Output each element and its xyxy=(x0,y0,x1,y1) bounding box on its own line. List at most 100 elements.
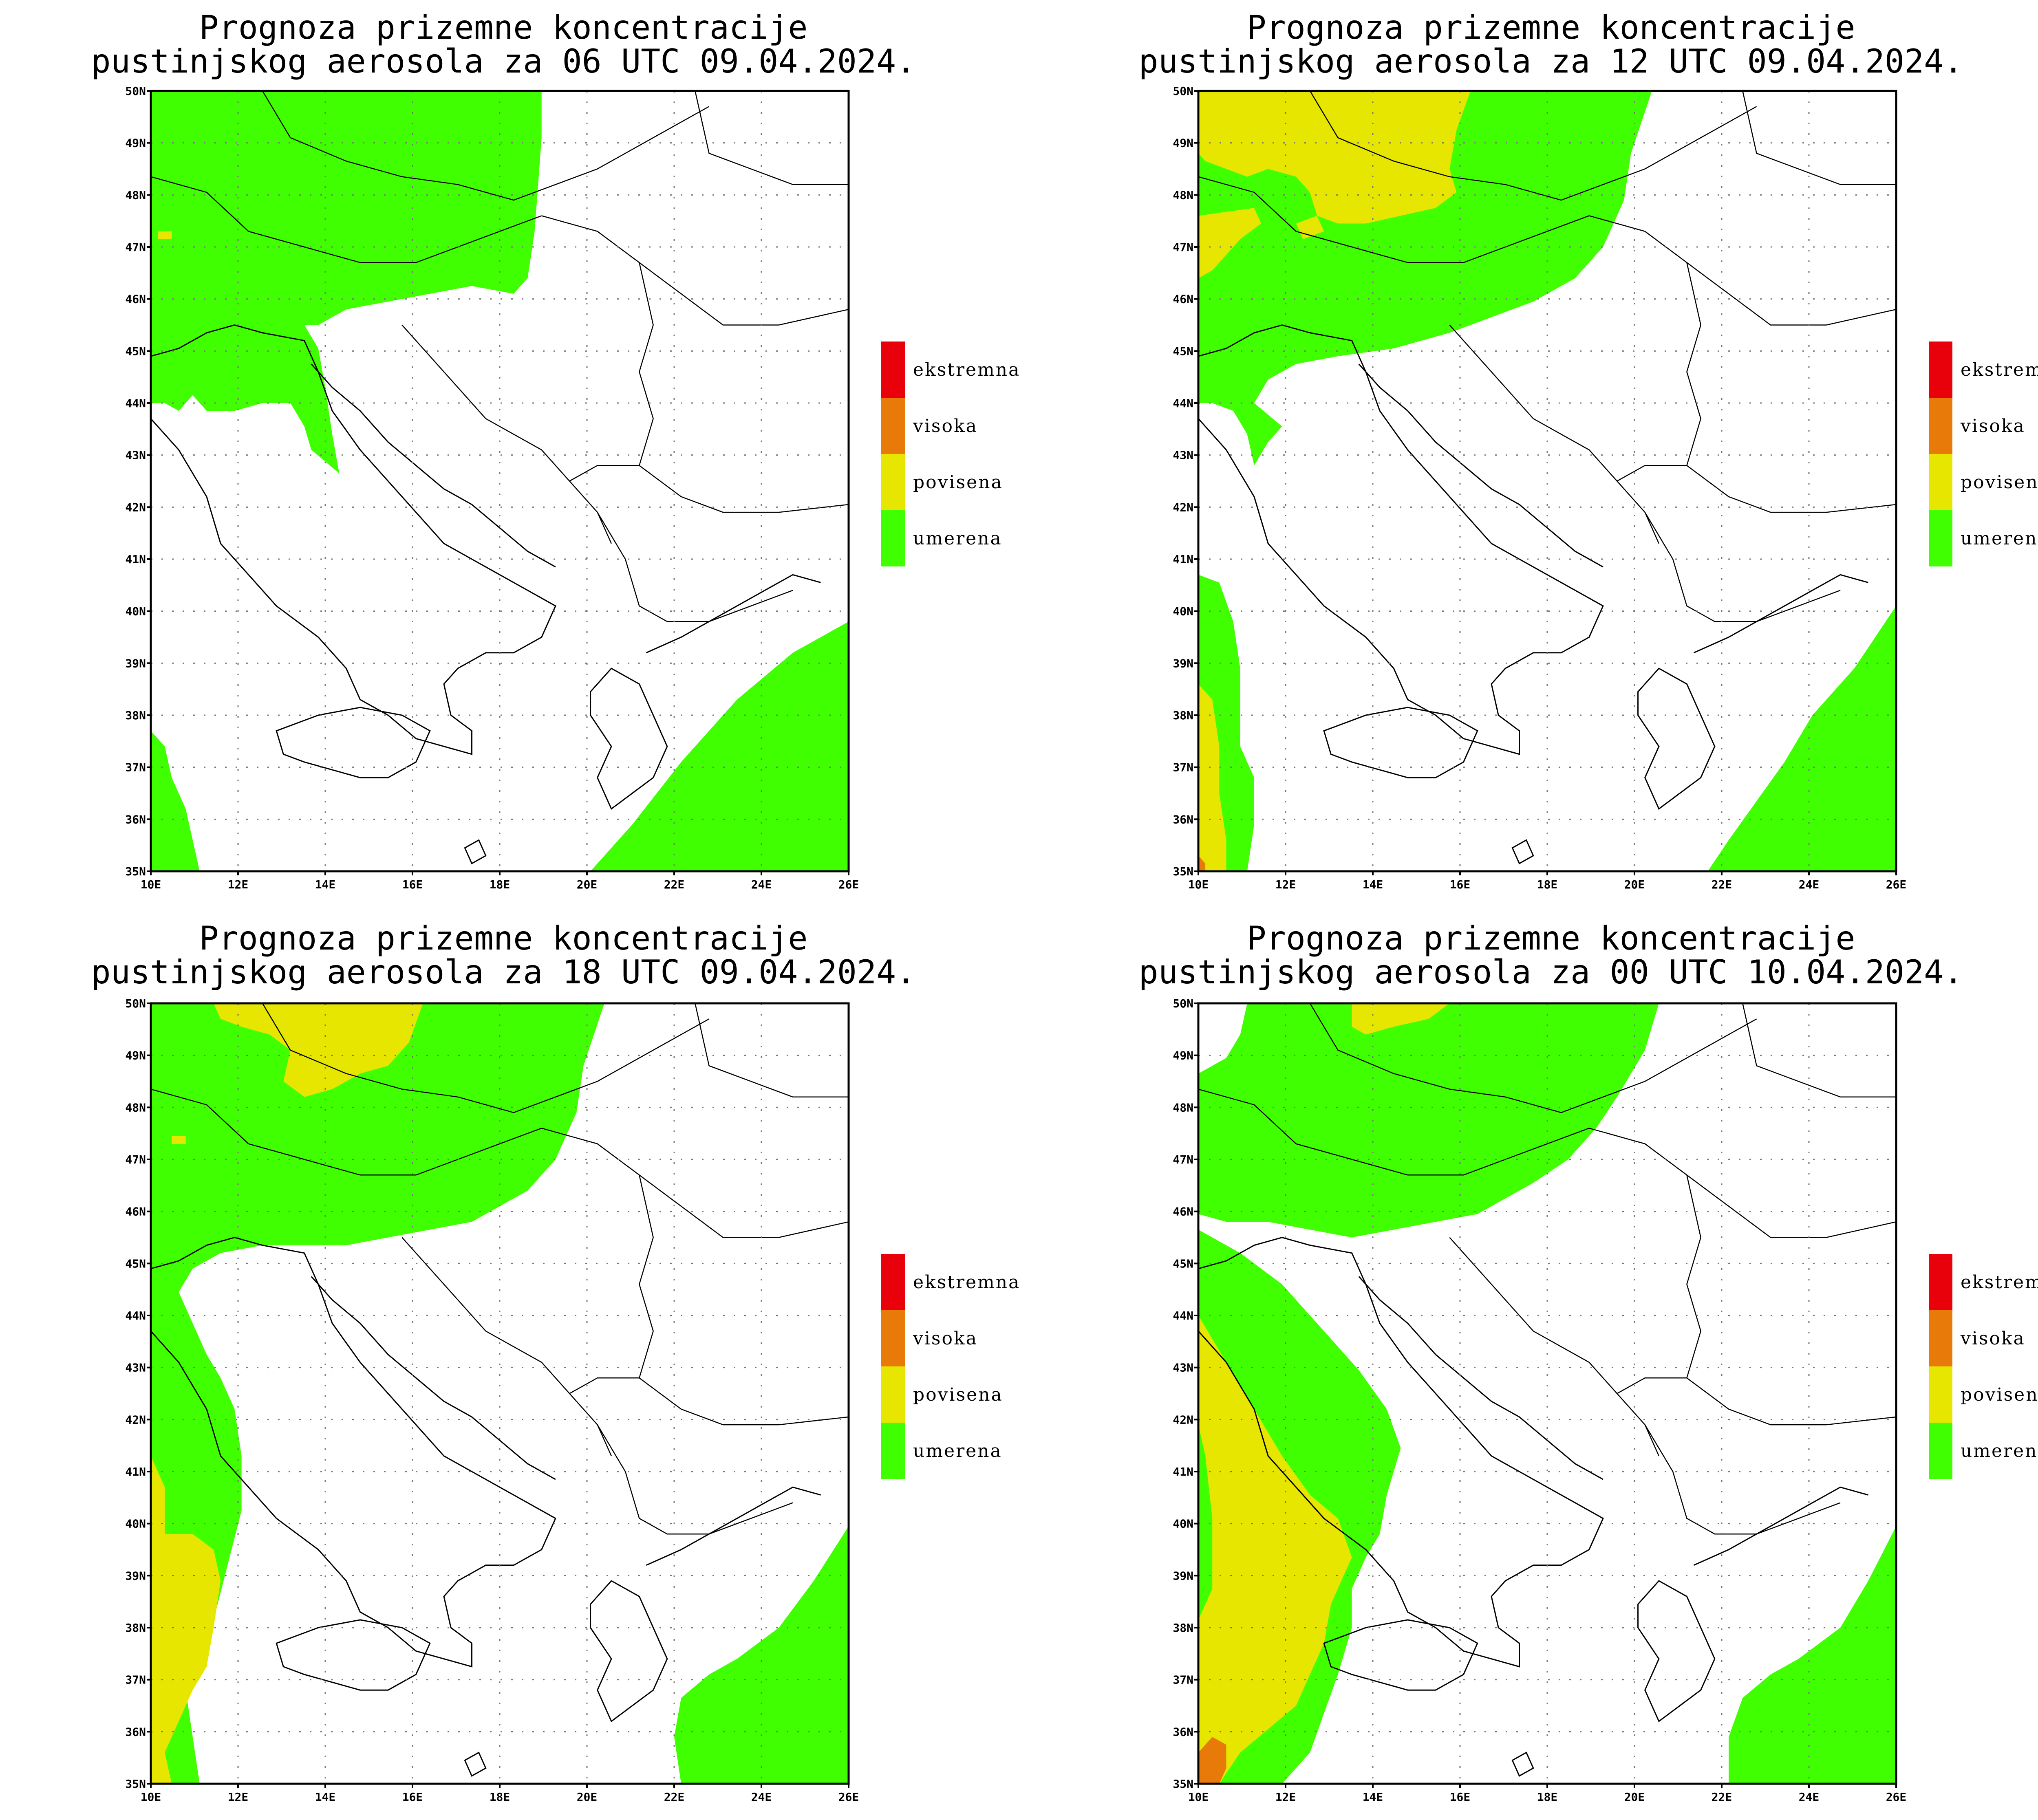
lat-tick-label: 48N xyxy=(1173,188,1193,202)
lat-tick-label: 46N xyxy=(125,293,146,306)
lat-tick-label: 45N xyxy=(1173,1257,1193,1270)
dust-zone-povisena xyxy=(158,231,172,239)
map-frame xyxy=(150,90,850,873)
legend-label: umerena xyxy=(913,1441,1002,1461)
lon-tick-label: 26E xyxy=(1886,1790,1907,1804)
legend-label: povisena xyxy=(1961,472,2038,493)
panel-title-line2: pustinjskog aerosola za 00 UTC 10.04.202… xyxy=(1139,953,1963,991)
legend-swatch xyxy=(881,1366,905,1423)
lat-tick-label: 50N xyxy=(125,997,146,1010)
lon-tick-label: 20E xyxy=(1624,1790,1645,1804)
lat-tick-label: 50N xyxy=(1173,997,1193,1010)
lat-tick-label: 50N xyxy=(1173,84,1193,98)
legend-label: ekstremna xyxy=(1961,1272,2038,1293)
country-border xyxy=(1687,262,1701,465)
coastline xyxy=(1638,668,1715,809)
legend-label: visoka xyxy=(1960,416,2025,436)
dust-zone-povisena xyxy=(1198,91,1471,224)
lon-tick-label: 26E xyxy=(838,1790,859,1804)
lat-tick-label: 36N xyxy=(1173,813,1193,826)
lon-tick-label: 20E xyxy=(1624,878,1645,891)
lat-tick-label: 43N xyxy=(1173,449,1193,462)
lon-tick-label: 12E xyxy=(1275,878,1296,891)
lat-tick-label: 50N xyxy=(125,84,146,98)
legend-swatch xyxy=(1929,342,1952,398)
coastline xyxy=(591,1581,667,1721)
panel-title-line1: Prognoza prizemne koncentracije xyxy=(199,9,807,46)
map-plot xyxy=(1198,1003,1896,1784)
lat-tick-label: 44N xyxy=(1173,397,1193,410)
map-plot xyxy=(151,1003,849,1784)
legend-swatch xyxy=(881,454,905,510)
panel-title-line1: Prognoza prizemne koncentracije xyxy=(1246,919,1855,957)
lon-tick-label: 16E xyxy=(402,878,423,891)
legend-label: ekstremna xyxy=(913,359,1020,380)
dust-zone-umerena xyxy=(1198,1003,1659,1238)
coastline xyxy=(311,364,556,567)
lon-tick-label: 26E xyxy=(838,878,859,891)
country-border xyxy=(1742,91,1896,185)
coast-and-borders xyxy=(151,1003,849,1776)
legend-label: visoka xyxy=(913,1328,978,1349)
lat-tick-label: 45N xyxy=(125,344,146,358)
lon-tick-label: 16E xyxy=(1450,1790,1471,1804)
lat-tick-label: 40N xyxy=(1173,605,1193,618)
country-border xyxy=(1310,1003,1757,1113)
lat-tick-label: 39N xyxy=(1173,1569,1193,1582)
lat-tick-label: 38N xyxy=(1173,1621,1193,1635)
lon-tick-label: 14E xyxy=(315,878,336,891)
lat-tick-label: 47N xyxy=(1173,1153,1193,1166)
legend-label: povisena xyxy=(913,472,1003,493)
country-border xyxy=(402,325,611,544)
legend-label: visoka xyxy=(913,416,978,436)
country-border xyxy=(639,262,653,465)
lat-tick-label: 49N xyxy=(125,1049,146,1062)
lon-tick-label: 22E xyxy=(1712,1790,1732,1804)
lat-tick-label: 37N xyxy=(1173,761,1193,774)
dust-zone-umerena xyxy=(674,1526,849,1784)
lon-tick-label: 16E xyxy=(402,1790,423,1804)
legend-label: ekstremna xyxy=(1961,359,2038,380)
lon-tick-label: 24E xyxy=(751,1790,772,1804)
lon-tick-label: 16E xyxy=(1450,878,1471,891)
map-frame xyxy=(1197,1002,1897,1785)
country-border xyxy=(1617,465,1896,512)
coastline xyxy=(1359,1276,1603,1479)
coastline xyxy=(276,1620,430,1690)
map-plot xyxy=(151,91,849,871)
legend: ekstremna visoka povisena umerena xyxy=(1929,1254,2038,1479)
lat-tick-label: 49N xyxy=(125,137,146,150)
country-border xyxy=(542,216,849,325)
country-border xyxy=(542,1128,849,1237)
lat-tick-label: 48N xyxy=(125,188,146,202)
lon-tick-label: 22E xyxy=(664,878,685,891)
lat-tick-label: 49N xyxy=(1173,1049,1193,1062)
lon-tick-label: 18E xyxy=(490,878,510,891)
lon-tick-label: 12E xyxy=(228,878,249,891)
country-border xyxy=(1449,1238,1659,1456)
legend-label: visoka xyxy=(1960,1328,2025,1349)
lat-tick-label: 44N xyxy=(125,397,146,410)
dust-zone-povisena xyxy=(151,1456,221,1784)
lat-tick-label: 44N xyxy=(125,1309,146,1322)
lat-tick-label: 39N xyxy=(1173,657,1193,670)
coastline xyxy=(591,668,667,809)
lon-tick-label: 10E xyxy=(1188,1790,1209,1804)
lon-tick-label: 20E xyxy=(577,878,598,891)
lat-tick-label: 35N xyxy=(125,1777,146,1791)
country-border xyxy=(402,1238,611,1456)
dust-zone-povisena xyxy=(1198,684,1226,871)
country-border xyxy=(569,465,849,512)
country-border xyxy=(1589,1128,1896,1237)
lat-tick-label: 40N xyxy=(1173,1517,1193,1531)
legend-swatch xyxy=(881,342,905,398)
dust-zone-povisena xyxy=(1198,1315,1352,1784)
legend-swatch xyxy=(1929,398,1952,454)
legend-swatch xyxy=(1929,454,1952,510)
panel-title-line2: pustinjskog aerosola za 18 UTC 09.04.202… xyxy=(91,953,916,991)
country-border xyxy=(151,1089,542,1175)
legend-swatch xyxy=(881,1310,905,1366)
country-border xyxy=(695,1003,849,1097)
lat-tick-label: 48N xyxy=(1173,1101,1193,1114)
lat-tick-label: 36N xyxy=(125,1725,146,1738)
